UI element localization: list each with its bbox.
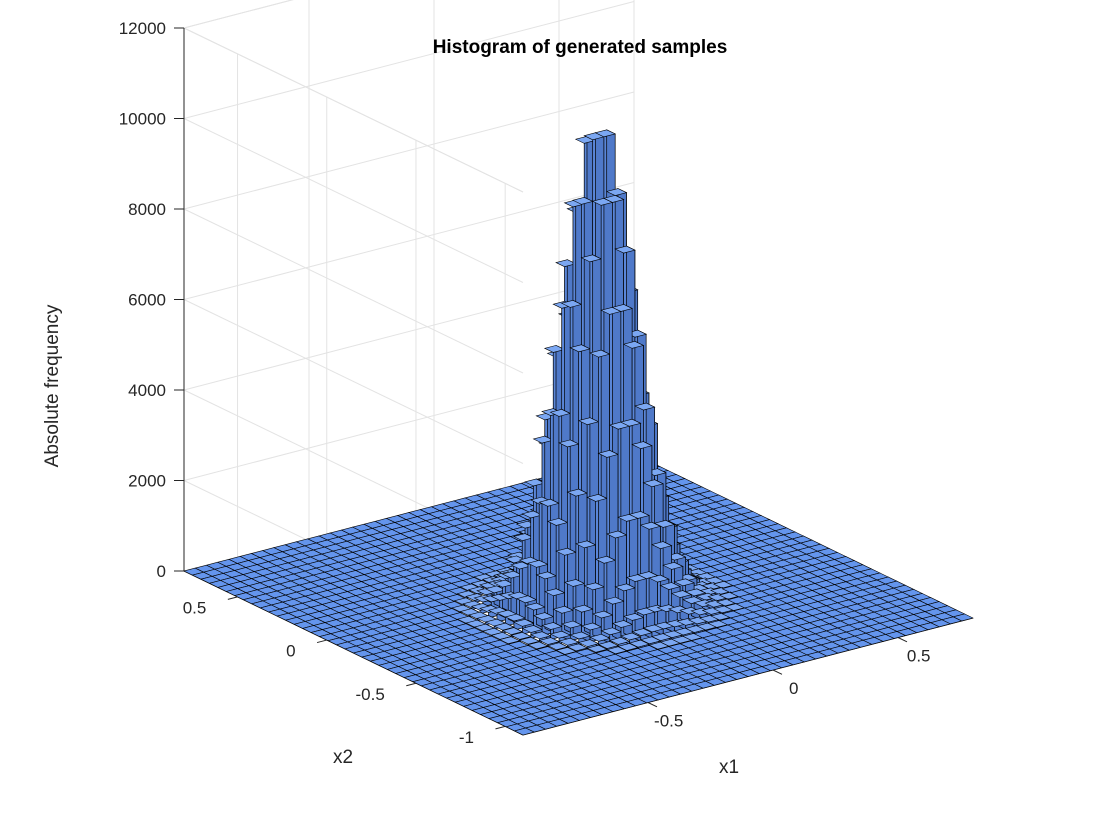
z-tick-label: 2000 xyxy=(128,472,166,491)
histogram-bar xyxy=(589,633,611,647)
grid-line xyxy=(183,91,635,210)
y-tick-mark xyxy=(406,682,417,687)
x-tick-label: 0 xyxy=(789,679,798,698)
grid-line xyxy=(183,182,635,300)
grid-line xyxy=(183,27,524,193)
y-tick-mark xyxy=(316,639,327,644)
grid-line xyxy=(183,299,524,464)
x-tick-mark xyxy=(772,669,783,675)
histogram-bar xyxy=(586,644,608,654)
x-tick-mark xyxy=(647,702,658,708)
z-tick-label: 8000 xyxy=(128,200,166,219)
y-tick-label: -0.5 xyxy=(355,685,384,704)
histogram-bar xyxy=(628,639,651,649)
z-tick-label: 12000 xyxy=(119,19,166,38)
x-axis-label: x1 xyxy=(719,757,739,778)
chart-title: Histogram of generated samples xyxy=(433,37,728,58)
y-tick-label: 0 xyxy=(286,642,295,661)
grid-line xyxy=(183,1,635,119)
z-tick-label: 6000 xyxy=(128,291,166,310)
x-tick-label: -0.5 xyxy=(654,712,683,731)
x-tick-label: 0.5 xyxy=(907,647,931,666)
y-tick-label: -1 xyxy=(459,728,474,747)
y-tick-mark xyxy=(227,596,238,600)
grid-line xyxy=(183,0,294,29)
y-tick-label: 0.5 xyxy=(183,598,207,617)
tick-labels: -0.5 0 0.5 -1 -0.5 0 0.5 0 2000 4000 6000 8000 10000… xyxy=(119,19,931,747)
grid-line xyxy=(183,208,524,374)
z-tick-label: 0 xyxy=(157,562,166,581)
histogram-bars xyxy=(183,129,974,736)
y-tick-mark xyxy=(495,725,506,730)
grid-line xyxy=(183,272,635,391)
grid-line xyxy=(183,118,524,283)
x-tick-mark xyxy=(897,637,908,643)
y-axis-label: x2 xyxy=(333,747,353,768)
z-tick-label: 4000 xyxy=(128,381,166,400)
histogram-bar xyxy=(952,613,974,622)
z-tick-label: 10000 xyxy=(119,110,166,129)
grid-line xyxy=(183,0,294,29)
z-axis-label: Absolute frequency xyxy=(42,304,63,467)
